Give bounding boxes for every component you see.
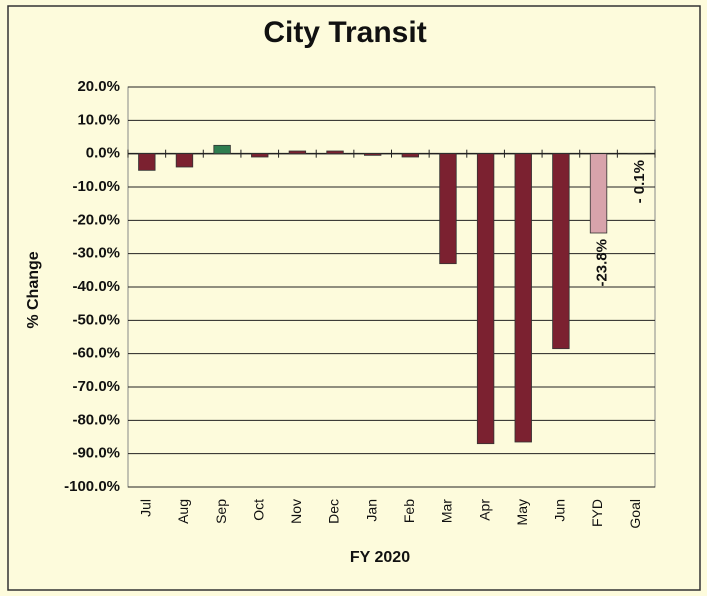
value-label: - 0.1% (631, 160, 648, 203)
chart-title: City Transit (263, 16, 426, 49)
frame (7, 5, 701, 591)
y-tick-label: -20.0% (72, 211, 120, 228)
y-axis-label: % Change (25, 251, 42, 328)
bar (401, 153, 420, 158)
bar (589, 153, 608, 234)
bar (251, 153, 269, 158)
y-tick-label: 20.0% (77, 78, 120, 95)
x-tick-label: Jan (363, 499, 379, 522)
x-tick-label: Feb (401, 499, 417, 523)
y-tick-label: -40.0% (72, 278, 120, 295)
x-tick-label: Nov (288, 499, 304, 524)
bar (514, 153, 532, 443)
x-tick-label: Sep (213, 499, 229, 524)
x-tick-label: Aug (175, 499, 191, 524)
y-tick-label: 0.0% (86, 145, 120, 162)
y-tick-label: -90.0% (72, 445, 120, 462)
y-tick-label: -60.0% (72, 345, 120, 362)
y-tick-label: -30.0% (72, 245, 120, 262)
bar (326, 150, 344, 155)
x-axis-label: FY 2020 (350, 549, 410, 566)
bar (213, 144, 231, 155)
y-tick-label: 10.0% (77, 111, 120, 128)
y-tick-label: -70.0% (72, 378, 120, 395)
y-tick-label: -50.0% (72, 311, 120, 328)
x-tick-label: Goal (627, 499, 643, 529)
bar (476, 153, 495, 445)
x-tick-label: FYD (589, 499, 605, 527)
x-tick-label: Jul (138, 499, 154, 517)
bar (439, 153, 457, 265)
x-tick-label: Oct (250, 499, 266, 521)
x-tick-label: May (514, 499, 530, 525)
y-tick-label: -10.0% (72, 178, 120, 195)
bar (363, 153, 382, 156)
y-tick-label: -100.0% (64, 478, 120, 495)
x-tick-label: Jun (552, 499, 568, 522)
bar (138, 153, 156, 171)
x-tick-label: Apr (476, 499, 492, 521)
y-tick-label: -80.0% (72, 411, 120, 428)
bar (288, 150, 307, 155)
x-tick-label: Dec (326, 499, 342, 524)
bar (552, 153, 570, 350)
bar (175, 153, 194, 168)
value-label: -23.8% (594, 239, 611, 287)
x-tick-label: Mar (439, 499, 455, 523)
